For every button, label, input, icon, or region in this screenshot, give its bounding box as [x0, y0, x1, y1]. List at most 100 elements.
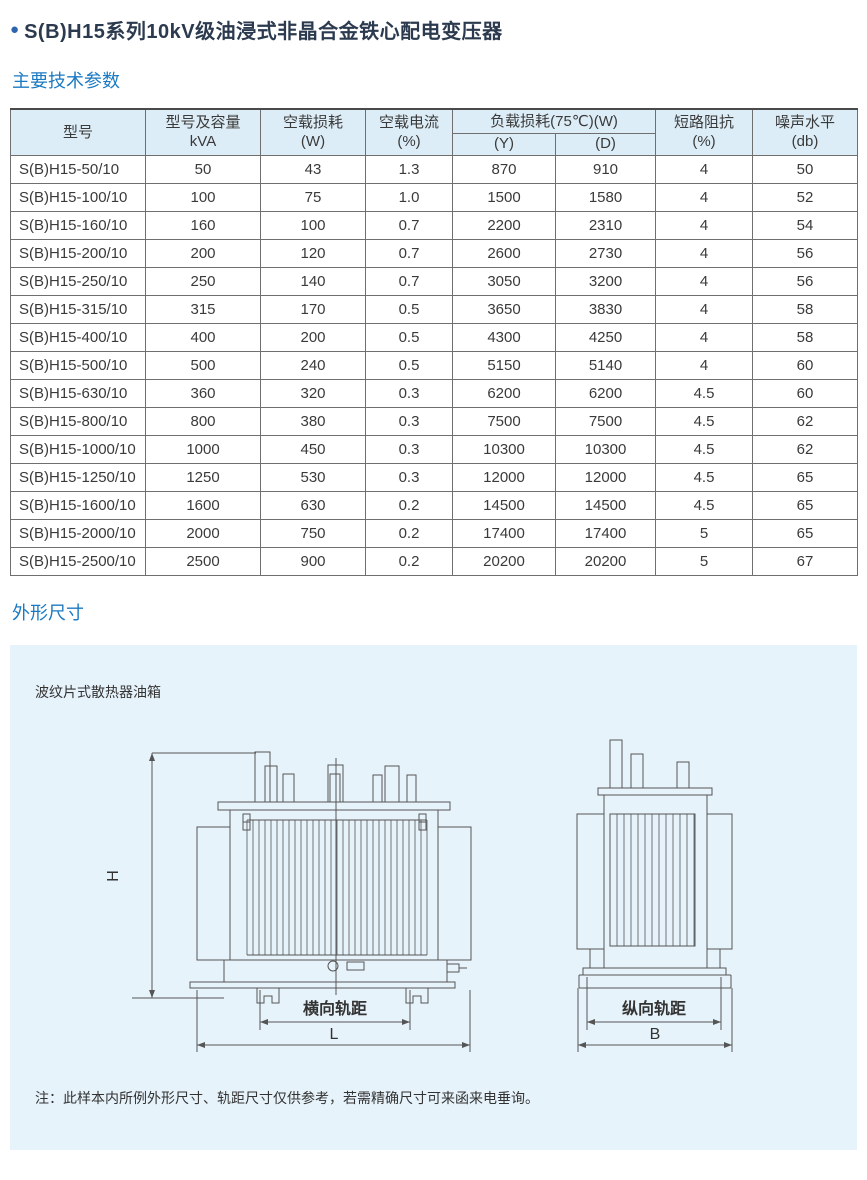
table-cell: 1000 — [145, 434, 261, 464]
table-cell: S(B)H15-2000/10 — [10, 518, 146, 548]
table-cell: 7500 — [452, 406, 556, 436]
table-cell: 17400 — [554, 518, 657, 548]
table-cell: 4250 — [554, 322, 657, 352]
table-cell: 65 — [752, 490, 859, 520]
table-cell: 50 — [752, 154, 859, 184]
table-cell: 100 — [145, 182, 261, 212]
table-cell: 170 — [260, 294, 366, 324]
table-cell: S(B)H15-100/10 — [10, 182, 146, 212]
table-cell: 100 — [260, 210, 366, 240]
table-cell: 630 — [260, 490, 366, 520]
table-row: S(B)H15-630/10 360 320 0.3 6200 6200 4.5 60 — [10, 378, 859, 408]
col-header-load-loss: 负载损耗(75℃)(W) — [451, 108, 657, 134]
side-fins — [609, 813, 695, 946]
table-cell: S(B)H15-400/10 — [10, 322, 146, 352]
table-cell: 0.2 — [365, 490, 453, 520]
table-cell: 6200 — [452, 378, 556, 408]
drawing-caption: 波纹片式散热器油箱 — [35, 683, 161, 700]
table-cell: 58 — [752, 294, 859, 324]
table-cell: 0.3 — [365, 406, 453, 436]
table-cell: 2600 — [452, 238, 556, 268]
table-cell: 0.3 — [365, 378, 453, 408]
table-cell: 120 — [260, 238, 366, 268]
table-body: S(B)H15-50/10 50 43 1.3 870 910 4 50 S(B)H15-100… — [10, 154, 859, 576]
table-cell: 50 — [145, 154, 261, 184]
table-cell: 0.5 — [365, 294, 453, 324]
table-cell: 14500 — [452, 490, 556, 520]
table-cell: 54 — [752, 210, 859, 240]
table-cell: 800 — [145, 406, 261, 436]
table-cell: 315 — [145, 294, 261, 324]
table-cell: 2500 — [145, 546, 261, 576]
table-cell: 0.5 — [365, 350, 453, 380]
table-cell: 1.3 — [365, 154, 453, 184]
table-cell: 2310 — [554, 210, 657, 240]
table-cell: 4300 — [452, 322, 556, 352]
col-header-impedance-line1: 短路阻抗 — [674, 113, 735, 131]
section-heading-dimensions: 外形尺寸 — [12, 602, 84, 623]
col-header-capacity: 型号及容量 kVA — [145, 108, 261, 156]
table-row: S(B)H15-250/10 250 140 0.7 3050 3200 4 56 — [10, 266, 859, 296]
table-cell: 56 — [752, 266, 859, 296]
dim-label-height: H — [105, 870, 122, 882]
table-cell: 750 — [260, 518, 366, 548]
col-header-no-load-loss-line1: 空载损耗 — [282, 113, 343, 131]
table-row: S(B)H15-160/10 160 100 0.7 2200 2310 4 54 — [10, 210, 859, 240]
col-header-noise-line1: 噪声水平 — [775, 113, 836, 131]
table-cell: 4 — [655, 182, 754, 212]
table-cell: 910 — [554, 154, 657, 184]
table-cell: S(B)H15-315/10 — [10, 294, 146, 324]
table-cell: 0.7 — [365, 238, 453, 268]
table-cell: S(B)H15-800/10 — [10, 406, 146, 436]
table-cell: S(B)H15-2500/10 — [10, 546, 146, 576]
table-cell: 0.3 — [365, 462, 453, 492]
table-cell: 12000 — [452, 462, 556, 492]
table-cell: 12000 — [554, 462, 657, 492]
table-cell: 58 — [752, 322, 859, 352]
table-cell: S(B)H15-500/10 — [10, 350, 146, 380]
table-cell: 20200 — [554, 546, 657, 576]
col-header-capacity-line1: 型号及容量 — [165, 113, 241, 131]
table-cell: S(B)H15-250/10 — [10, 266, 146, 296]
table-cell: 5150 — [452, 350, 556, 380]
table-row: S(B)H15-400/10 400 200 0.5 4300 4250 4 58 — [10, 322, 859, 352]
table-row: S(B)H15-200/10 200 120 0.7 2600 2730 4 56 — [10, 238, 859, 268]
table-cell: 3830 — [554, 294, 657, 324]
page-title-text: S(B)H15系列10kV级油浸式非晶合金铁心配电变压器 — [24, 21, 503, 43]
col-header-noise: 噪声水平 (db) — [752, 108, 859, 156]
col-header-no-load-current: 空载电流 (%) — [365, 108, 453, 156]
table-cell: 1250 — [145, 462, 261, 492]
table-cell: 320 — [260, 378, 366, 408]
table-cell: 0.2 — [365, 546, 453, 576]
table-cell: 67 — [752, 546, 859, 576]
table-cell: 5140 — [554, 350, 657, 380]
col-header-noise-line2: (db) — [791, 133, 819, 151]
table-row: S(B)H15-2000/10 2000 750 0.2 17400 17400 5 65 — [10, 518, 859, 548]
table-cell: 1600 — [145, 490, 261, 520]
table-cell: S(B)H15-1000/10 — [10, 434, 146, 464]
table-cell: 4.5 — [655, 434, 754, 464]
col-header-model: 型号 — [10, 108, 146, 156]
table-cell: S(B)H15-1250/10 — [10, 462, 146, 492]
table-cell: 5 — [655, 546, 754, 576]
table-cell: 4 — [655, 294, 754, 324]
table-cell: S(B)H15-630/10 — [10, 378, 146, 408]
col-header-no-load-loss-line2: (W) — [300, 133, 326, 151]
col-header-no-load-loss: 空载损耗 (W) — [260, 108, 366, 156]
table-cell: 14500 — [554, 490, 657, 520]
col-header-impedance-line2: (%) — [692, 133, 716, 151]
table-cell: 1580 — [554, 182, 657, 212]
transformer-drawing: H 横向轨距 L 纵向轨距 B — [105, 739, 733, 1052]
table-cell: 160 — [145, 210, 261, 240]
table-cell: 1500 — [452, 182, 556, 212]
table-cell: 530 — [260, 462, 366, 492]
table-cell: 60 — [752, 378, 859, 408]
table-cell: 240 — [260, 350, 366, 380]
table-cell: 380 — [260, 406, 366, 436]
table-cell: 52 — [752, 182, 859, 212]
table-row: S(B)H15-1250/10 1250 530 0.3 12000 12000 4.5 65 — [10, 462, 859, 492]
table-cell: 200 — [145, 238, 261, 268]
table-cell: 7500 — [554, 406, 657, 436]
front-fins — [246, 819, 428, 955]
table-cell: 2000 — [145, 518, 261, 548]
